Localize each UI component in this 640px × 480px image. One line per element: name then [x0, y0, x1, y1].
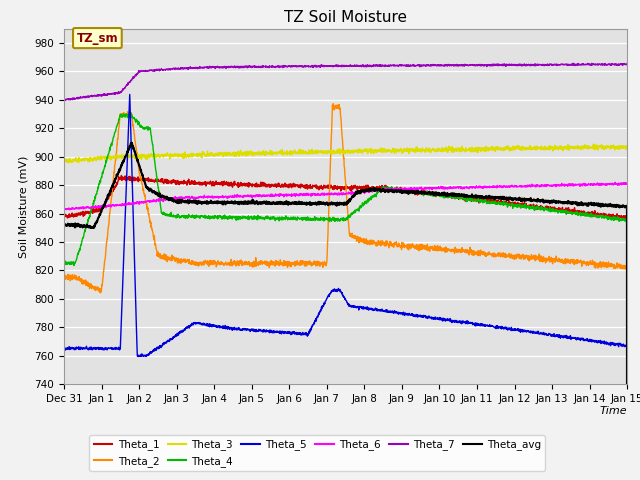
- Line: Theta_2: Theta_2: [64, 104, 627, 480]
- Theta_2: [60, 276, 68, 282]
- Theta_5: [574, 336, 582, 342]
- Theta_1: [574, 207, 582, 213]
- Theta_avg: [574, 203, 582, 208]
- Theta_avg: [509, 196, 517, 202]
- Theta_5: [509, 327, 517, 333]
- Theta_6: [66, 207, 74, 213]
- Theta_6: [623, 181, 631, 187]
- Theta_avg: [127, 140, 135, 145]
- Theta_3: [218, 150, 225, 156]
- Theta_4: [127, 110, 135, 116]
- Theta_1: [509, 200, 517, 206]
- Theta_1: [612, 216, 620, 222]
- Theta_7: [61, 97, 69, 103]
- Theta_2: [509, 254, 517, 260]
- Theta_5: [589, 338, 597, 344]
- Theta_6: [611, 180, 619, 185]
- Line: Theta_5: Theta_5: [64, 95, 627, 480]
- Theta_7: [218, 64, 225, 70]
- Theta_4: [374, 188, 382, 194]
- Theta_7: [60, 96, 68, 102]
- Theta_2: [374, 238, 382, 243]
- Theta_3: [623, 144, 631, 149]
- Theta_6: [509, 184, 517, 190]
- Theta_4: [362, 198, 370, 204]
- Theta_6: [574, 182, 582, 188]
- X-axis label: Time: Time: [600, 407, 627, 417]
- Theta_avg: [60, 223, 68, 228]
- Line: Theta_4: Theta_4: [64, 113, 627, 480]
- Line: Theta_6: Theta_6: [64, 182, 627, 210]
- Line: Theta_1: Theta_1: [64, 175, 627, 219]
- Text: TZ_sm: TZ_sm: [77, 32, 118, 45]
- Theta_3: [362, 149, 370, 155]
- Title: TZ Soil Moisture: TZ Soil Moisture: [284, 10, 407, 25]
- Theta_1: [589, 211, 597, 217]
- Line: Theta_7: Theta_7: [64, 63, 627, 100]
- Theta_2: [330, 101, 337, 107]
- Theta_4: [509, 203, 517, 209]
- Theta_5: [60, 345, 68, 350]
- Theta_5: [362, 305, 370, 311]
- Theta_1: [623, 214, 631, 220]
- Legend: Theta_1, Theta_2, Theta_3, Theta_4, Theta_5, Theta_6, Theta_7, Theta_avg: Theta_1, Theta_2, Theta_3, Theta_4, Thet…: [90, 435, 545, 471]
- Theta_4: [589, 212, 597, 218]
- Theta_7: [374, 63, 382, 69]
- Theta_1: [118, 172, 125, 178]
- Theta_3: [574, 145, 582, 151]
- Theta_5: [374, 307, 382, 313]
- Theta_7: [570, 60, 577, 66]
- Theta_6: [362, 189, 370, 195]
- Theta_6: [60, 207, 68, 213]
- Theta_avg: [589, 201, 597, 207]
- Theta_avg: [362, 187, 370, 192]
- Line: Theta_avg: Theta_avg: [64, 143, 627, 480]
- Theta_1: [374, 185, 382, 191]
- Theta_7: [509, 61, 517, 67]
- Theta_7: [574, 60, 582, 66]
- Theta_7: [623, 60, 631, 66]
- Theta_2: [217, 259, 225, 265]
- Theta_3: [589, 145, 597, 151]
- Theta_4: [218, 215, 225, 221]
- Theta_3: [509, 146, 517, 152]
- Theta_avg: [374, 186, 382, 192]
- Theta_3: [589, 141, 597, 147]
- Theta_7: [589, 61, 597, 67]
- Theta_1: [60, 213, 68, 219]
- Theta_3: [65, 160, 72, 166]
- Theta_5: [126, 92, 134, 97]
- Theta_1: [218, 180, 225, 185]
- Theta_2: [362, 238, 370, 243]
- Theta_2: [574, 257, 582, 263]
- Theta_avg: [218, 200, 225, 205]
- Theta_3: [60, 158, 68, 164]
- Theta_7: [362, 63, 370, 69]
- Theta_6: [589, 182, 597, 188]
- Theta_2: [589, 261, 597, 266]
- Theta_1: [362, 184, 370, 190]
- Theta_3: [374, 149, 382, 155]
- Theta_5: [218, 325, 225, 331]
- Theta_4: [574, 211, 582, 216]
- Line: Theta_3: Theta_3: [64, 144, 627, 163]
- Theta_4: [60, 260, 68, 265]
- Theta_6: [218, 194, 225, 200]
- Y-axis label: Soil Moisture (mV): Soil Moisture (mV): [19, 155, 29, 258]
- Theta_6: [374, 187, 382, 192]
